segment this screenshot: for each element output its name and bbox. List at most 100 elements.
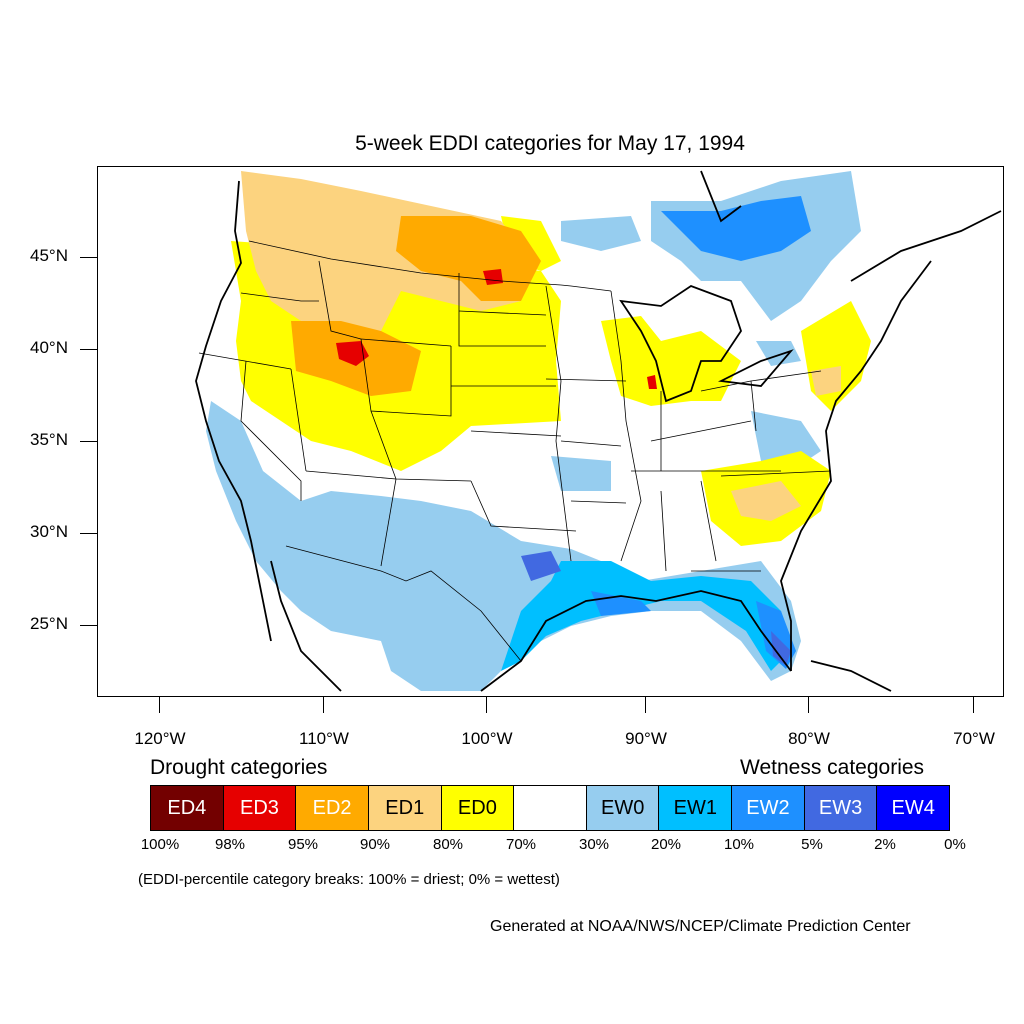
break-label: 5% <box>801 836 823 853</box>
break-label: 90% <box>359 836 391 853</box>
legend-swatch-ed0: ED0 <box>441 786 515 830</box>
california-nevada-border <box>240 360 302 501</box>
ed2-region-montana <box>396 216 541 301</box>
lon-tick-90 <box>645 697 646 713</box>
category-break-note: (EDDI-percentile category breaks: 100% =… <box>138 871 560 888</box>
break-label: 10% <box>723 836 755 853</box>
colorado-newmexico-border <box>370 410 472 482</box>
ed0-region-northeast <box>801 301 871 411</box>
legend-swatch-ew1: EW1 <box>659 786 733 830</box>
lon-label-90: 90°W <box>625 729 667 748</box>
lon-label-110: 110°W <box>299 729 349 748</box>
category-shading <box>206 171 871 691</box>
ew1-region-northeast <box>661 196 811 261</box>
legend-swatch-ew4: EW4 <box>877 786 950 830</box>
drought-categories-heading: Drought categories <box>150 756 328 779</box>
lat-tick-35 <box>80 441 97 442</box>
legend-swatch-normal <box>514 786 587 830</box>
baja-coast <box>270 560 342 692</box>
pa-ny-border <box>750 370 822 382</box>
lon-tick-70 <box>973 697 974 713</box>
ew0-region-sd <box>551 456 611 491</box>
us-canada-border <box>248 240 612 292</box>
cuba <box>810 660 892 692</box>
lon-tick-100 <box>486 697 487 713</box>
break-label: 100% <box>140 836 180 853</box>
idaho-montana-border <box>318 260 362 340</box>
lat-label-35: 35°N <box>30 430 68 449</box>
washington-oregon-border <box>240 292 319 302</box>
lat-tick-45 <box>80 257 97 258</box>
st-lawrence <box>850 210 1002 282</box>
great-lakes <box>619 284 742 403</box>
legend-swatch-ew3: EW3 <box>804 786 878 830</box>
lon-label-100: 100°W <box>461 729 513 748</box>
legend-colorbar: ED4 ED3 ED2 ED1 ED0 EW0 EW1 EW2 EW3 EW4 <box>150 785 950 831</box>
coastlines <box>195 170 1002 692</box>
ed1-region-carolina <box>731 481 801 521</box>
break-label: 20% <box>650 836 682 853</box>
lon-tick-110 <box>323 697 324 713</box>
ew3-region-florida <box>771 631 791 666</box>
map-panel <box>97 166 1004 697</box>
ed0-region-greatlakes <box>601 316 741 406</box>
lat-label-25: 25°N <box>30 614 68 633</box>
montana-wyoming-border <box>360 338 452 347</box>
state-borders <box>198 240 832 662</box>
break-label: 95% <box>287 836 319 853</box>
lon-tick-80 <box>808 697 809 713</box>
mexico-border <box>285 545 522 662</box>
lat-label-45: 45°N <box>30 246 68 265</box>
ed1-region-pa <box>811 366 841 396</box>
ed3-region-michigan <box>647 375 657 389</box>
eddi-map <box>195 170 1002 692</box>
lon-label-80: 80°W <box>788 729 830 748</box>
midwest-grid <box>545 285 572 562</box>
legend-swatch-ed3: ED3 <box>223 786 297 830</box>
lat-tick-40 <box>80 349 97 350</box>
lon-tick-120 <box>159 697 160 713</box>
west-coast <box>195 180 272 642</box>
mississippi-river <box>610 290 642 562</box>
ew3-region-texas <box>521 551 561 581</box>
ed1-region-northwest <box>241 171 531 331</box>
oklahoma-texas-border <box>470 480 577 532</box>
gulf-coast <box>480 590 792 692</box>
kentucky-border <box>650 420 752 442</box>
legend-swatch-ed2: ED2 <box>296 786 369 830</box>
break-label: 70% <box>505 836 537 853</box>
hudson-bay-coast <box>700 170 742 223</box>
arkansas-louisiana-border <box>570 500 627 504</box>
virginia-carolina-border <box>720 470 832 477</box>
oregon-california-border <box>198 352 292 370</box>
alabama-georgia-border <box>700 480 717 562</box>
mississippi-alabama-border <box>660 490 667 572</box>
nd-sd-border <box>458 310 547 316</box>
break-label: 80% <box>432 836 464 853</box>
ew0-region-southwest <box>206 401 801 691</box>
legend-swatch-ed4: ED4 <box>151 786 224 830</box>
utah-arizona-border <box>305 470 397 480</box>
lat-label-40: 40°N <box>30 338 68 357</box>
ew0-region-north <box>561 216 641 251</box>
ed3-region-wyoming <box>336 341 369 366</box>
nevada-utah-border <box>290 368 307 472</box>
lat-tick-30 <box>80 533 97 534</box>
arizona-newmexico-border <box>380 478 397 567</box>
ew1-region-gulf <box>501 561 791 671</box>
break-label: 98% <box>214 836 246 853</box>
iowa-missouri-border <box>545 378 627 382</box>
ew0-region-ohio <box>756 341 801 366</box>
missouri-arkansas-border <box>560 440 622 447</box>
wyoming-colorado-border <box>360 338 452 417</box>
wetness-categories-heading: Wetness categories <box>740 756 925 779</box>
break-label: 30% <box>578 836 610 853</box>
lon-label-120: 120°W <box>134 729 186 748</box>
lake-erie <box>717 349 794 387</box>
atlantic-coast <box>780 260 932 671</box>
lat-label-30: 30°N <box>30 522 68 541</box>
kansas-oklahoma-border <box>470 430 562 437</box>
credit-line: Generated at NOAA/NWS/NCEP/Climate Predi… <box>490 918 911 935</box>
legend-swatch-ew2: EW2 <box>732 786 805 830</box>
map-title: 5-week EDDI categories for May 17, 1994 <box>355 132 745 155</box>
